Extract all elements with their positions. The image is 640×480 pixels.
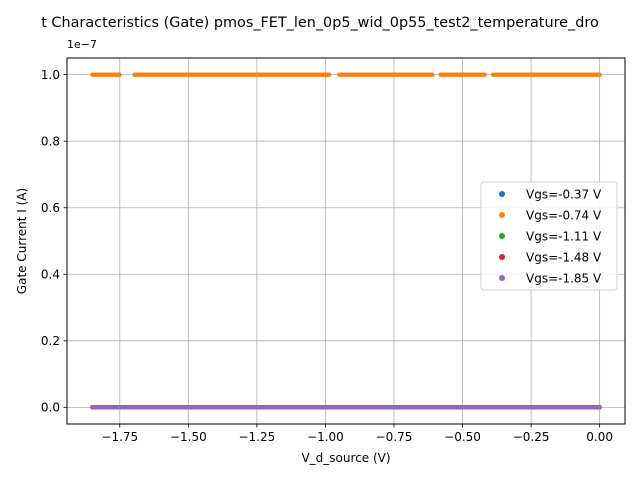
data-point: [326, 72, 332, 77]
data-point: [117, 72, 122, 77]
series-points: [90, 405, 602, 410]
x-tick-label: −1.00: [307, 430, 344, 444]
plot-frame: [66, 57, 626, 425]
legend-label: Vgs=-1.48 V: [526, 250, 602, 264]
x-tick-label: −0.75: [376, 430, 413, 444]
y-axis-label: Gate Current I (A): [15, 188, 29, 294]
x-tick-label: −0.25: [513, 430, 550, 444]
legend-label: Vgs=-0.37 V: [526, 187, 602, 201]
legend-marker: [499, 191, 505, 197]
x-axis-ticks: −1.75 −1.50 −1.25 −1.00 −0.75 −0.50 −0.25 0.00: [101, 424, 613, 444]
legend-label: Vgs=-1.85 V: [526, 271, 602, 285]
data-point: [597, 72, 602, 77]
legend-marker: [499, 233, 505, 239]
y-axis-ticks: 0.0 0.2 0.4 0.6 0.8 1.0: [41, 68, 67, 415]
y-tick-label: 0.8: [41, 134, 60, 148]
data-points: [90, 72, 602, 410]
legend-label: Vgs=-0.74 V: [526, 208, 602, 222]
y-tick-label: 0.4: [41, 268, 60, 282]
y-tick-label: 0.6: [41, 201, 60, 215]
x-axis-label: V_d_source (V): [301, 451, 390, 465]
legend-marker: [499, 212, 505, 218]
x-tick-label: −1.75: [101, 430, 138, 444]
data-point: [482, 72, 487, 77]
legend-label: Vgs=-1.11 V: [526, 229, 602, 243]
data-point: [430, 72, 435, 77]
y-tick-label: 0.0: [41, 401, 60, 415]
x-tick-label: −0.50: [444, 430, 481, 444]
series-points: [90, 72, 602, 77]
y-tick-label: 0.2: [41, 334, 60, 348]
data-point: [597, 405, 602, 410]
x-tick-label: −1.50: [170, 430, 207, 444]
legend-marker: [499, 254, 505, 260]
legend: Vgs=-0.37 V Vgs=-0.74 V Vgs=-1.11 V Vgs=-1.…: [480, 181, 618, 291]
y-tick-label: 1.0: [41, 68, 60, 82]
x-tick-label: 0.00: [586, 430, 613, 444]
legend-marker: [499, 275, 505, 281]
y-offset-label: 1e−7: [67, 38, 97, 51]
chart-title: t Characteristics (Gate) pmos_FET_len_0p…: [41, 15, 599, 31]
x-tick-label: −1.25: [238, 430, 275, 444]
legend-frame: [480, 181, 618, 291]
